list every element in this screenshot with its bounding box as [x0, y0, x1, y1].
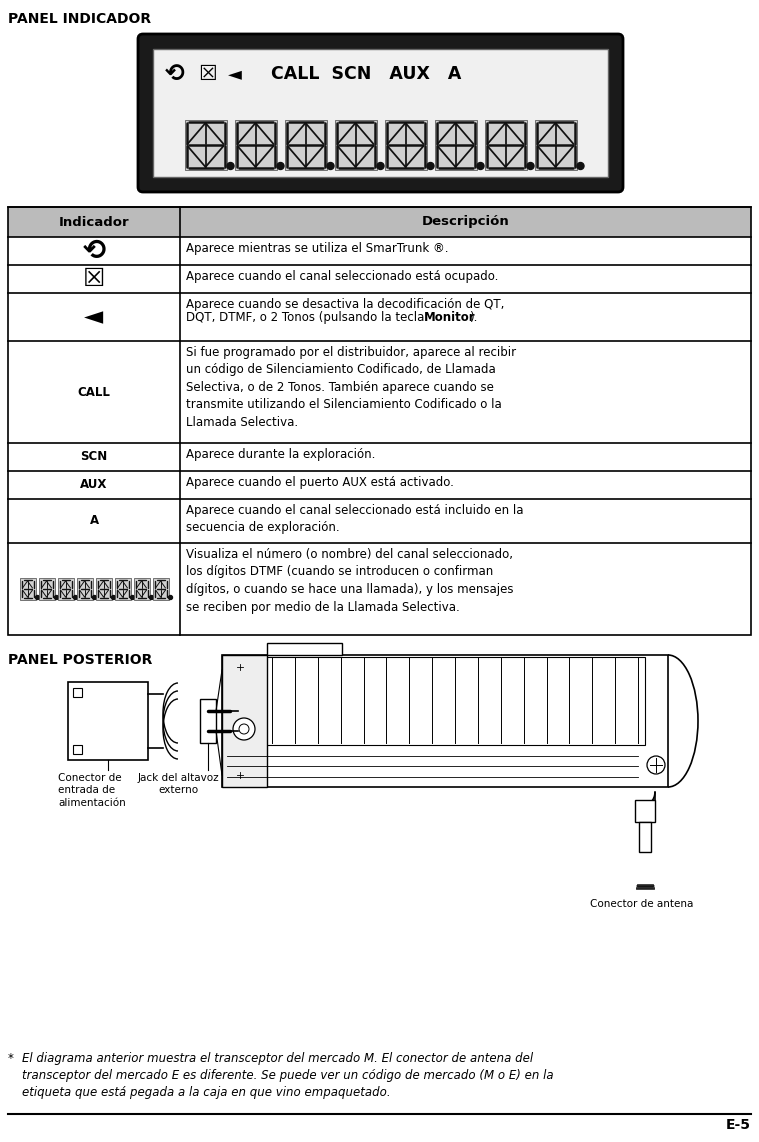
- Text: PANEL INDICADOR: PANEL INDICADOR: [8, 13, 151, 26]
- Bar: [222, 656, 267, 787]
- Text: Aparece cuando el puerto AUX está activado.: Aparece cuando el puerto AUX está activa…: [186, 476, 454, 489]
- Bar: [224, 657, 645, 745]
- Bar: [8, 265, 751, 293]
- Bar: [222, 656, 668, 787]
- Circle shape: [477, 162, 484, 169]
- Circle shape: [327, 162, 334, 169]
- Text: CALL: CALL: [77, 386, 111, 399]
- Text: PANEL POSTERIOR: PANEL POSTERIOR: [8, 653, 153, 667]
- Bar: [73, 745, 82, 754]
- Bar: [73, 687, 82, 697]
- Text: ☒: ☒: [83, 267, 106, 291]
- Bar: [115, 578, 131, 600]
- Bar: [8, 341, 751, 443]
- Text: Monitor: Monitor: [424, 311, 476, 324]
- Text: Si fue programado por el distribuidor, aparece al recibir
un código de Silenciam: Si fue programado por el distribuidor, a…: [186, 346, 516, 429]
- Bar: [58, 578, 74, 600]
- Bar: [8, 499, 751, 542]
- Text: Aparece cuando el canal seleccionado está ocupado.: Aparece cuando el canal seleccionado est…: [186, 270, 499, 283]
- Text: Conector de antena: Conector de antena: [590, 899, 694, 909]
- Text: Indicador: Indicador: [58, 216, 129, 228]
- Circle shape: [227, 162, 234, 169]
- Bar: [96, 578, 112, 600]
- Text: ◄: ◄: [84, 305, 104, 329]
- FancyBboxPatch shape: [138, 34, 623, 192]
- Bar: [8, 443, 751, 471]
- Bar: [534, 120, 577, 170]
- Text: Descripción: Descripción: [422, 216, 509, 228]
- Text: Aparece cuando el canal seleccionado está incluido en la
secuencia de exploració: Aparece cuando el canal seleccionado est…: [186, 504, 524, 534]
- Circle shape: [277, 162, 284, 169]
- Text: Jack del altavoz
externo: Jack del altavoz externo: [137, 773, 219, 795]
- Bar: [484, 120, 527, 170]
- Circle shape: [647, 756, 665, 774]
- Text: Visualiza el número (o nombre) del canal seleccionado,
los dígitos DTMF (cuando : Visualiza el número (o nombre) del canal…: [186, 548, 514, 613]
- Circle shape: [235, 662, 245, 671]
- Circle shape: [235, 770, 245, 780]
- Bar: [8, 542, 751, 635]
- Circle shape: [55, 595, 58, 600]
- Circle shape: [93, 595, 96, 600]
- Text: Conector de
entrada de
alimentación: Conector de entrada de alimentación: [58, 773, 126, 807]
- Circle shape: [131, 595, 134, 600]
- Circle shape: [150, 595, 153, 600]
- Circle shape: [427, 162, 434, 169]
- Bar: [184, 120, 226, 170]
- Text: Aparece mientras se utiliza el SmarTrunk ®.: Aparece mientras se utiliza el SmarTrunk…: [186, 242, 449, 255]
- Bar: [639, 822, 651, 852]
- Bar: [434, 120, 477, 170]
- Bar: [267, 643, 342, 656]
- Text: CALL  SCN   AUX   A: CALL SCN AUX A: [271, 65, 461, 83]
- Bar: [8, 471, 751, 499]
- Circle shape: [112, 595, 115, 600]
- Bar: [8, 207, 751, 238]
- Text: A: A: [90, 515, 99, 528]
- Bar: [335, 120, 376, 170]
- Bar: [39, 578, 55, 600]
- Text: SCN: SCN: [80, 450, 108, 464]
- Circle shape: [233, 718, 255, 740]
- Text: ).: ).: [469, 311, 477, 324]
- Bar: [8, 293, 751, 341]
- Text: Aparece cuando se desactiva la decodificación de QT,: Aparece cuando se desactiva la decodific…: [186, 298, 505, 311]
- Bar: [200, 699, 216, 743]
- Bar: [134, 578, 150, 600]
- Bar: [153, 578, 168, 600]
- Bar: [20, 578, 36, 600]
- Circle shape: [577, 162, 584, 169]
- Text: AUX: AUX: [80, 478, 108, 491]
- Circle shape: [377, 162, 384, 169]
- Text: ⟲: ⟲: [165, 62, 185, 86]
- Bar: [385, 120, 427, 170]
- Text: *: *: [8, 1052, 14, 1065]
- Text: Aparece durante la exploración.: Aparece durante la exploración.: [186, 448, 376, 461]
- Bar: [8, 207, 751, 635]
- Circle shape: [239, 724, 249, 734]
- Circle shape: [527, 162, 534, 169]
- Bar: [235, 120, 276, 170]
- Text: ◄: ◄: [228, 65, 242, 83]
- Bar: [68, 682, 148, 759]
- Text: ☒: ☒: [197, 64, 216, 85]
- Text: ⟲: ⟲: [83, 238, 106, 265]
- Text: DQT, DTMF, o 2 Tonos (pulsando la tecla: DQT, DTMF, o 2 Tonos (pulsando la tecla: [186, 311, 428, 324]
- Bar: [77, 578, 93, 600]
- Bar: [153, 49, 608, 177]
- Bar: [8, 238, 751, 265]
- Text: E-5: E-5: [726, 1118, 751, 1132]
- Circle shape: [168, 595, 172, 600]
- Circle shape: [74, 595, 77, 600]
- Text: El diagrama anterior muestra el transceptor del mercado M. El conector de antena: El diagrama anterior muestra el transcep…: [22, 1052, 553, 1099]
- Bar: [285, 120, 326, 170]
- Bar: [635, 801, 655, 822]
- Circle shape: [36, 595, 39, 600]
